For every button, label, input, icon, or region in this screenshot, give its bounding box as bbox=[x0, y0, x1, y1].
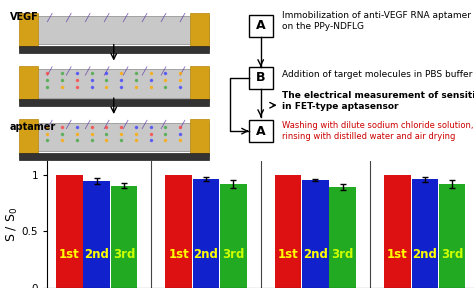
Text: B: B bbox=[256, 71, 265, 84]
FancyBboxPatch shape bbox=[19, 120, 38, 154]
Text: 1st: 1st bbox=[387, 248, 408, 261]
Text: 3rd: 3rd bbox=[331, 248, 354, 261]
Text: A: A bbox=[256, 125, 265, 138]
Text: 1st: 1st bbox=[168, 248, 189, 261]
Bar bbox=[83, 181, 110, 288]
Text: 3rd: 3rd bbox=[441, 248, 463, 261]
FancyBboxPatch shape bbox=[19, 12, 38, 48]
Text: A: A bbox=[256, 19, 265, 32]
Bar bbox=[111, 185, 137, 288]
Bar bbox=[165, 175, 192, 288]
Text: Immobilization of anti-VEGF RNA aptamer
on the PPy-NDFLG: Immobilization of anti-VEGF RNA aptamer … bbox=[282, 11, 471, 31]
Text: 2nd: 2nd bbox=[303, 248, 328, 261]
FancyBboxPatch shape bbox=[19, 153, 209, 160]
FancyBboxPatch shape bbox=[190, 12, 209, 48]
Text: The electrical measurement of sensitivity
in FET-type aptasensor: The electrical measurement of sensitivit… bbox=[282, 91, 474, 111]
Text: Washing with dilute sodium chloride solution,
rinsing with distilled water and a: Washing with dilute sodium chloride solu… bbox=[282, 122, 474, 141]
FancyBboxPatch shape bbox=[249, 120, 273, 142]
FancyBboxPatch shape bbox=[19, 46, 209, 53]
Text: 3rd: 3rd bbox=[222, 248, 245, 261]
Bar bbox=[302, 180, 328, 288]
Bar bbox=[329, 187, 356, 288]
Bar bbox=[193, 179, 219, 288]
Text: 2nd: 2nd bbox=[193, 248, 219, 261]
Bar bbox=[220, 184, 246, 288]
Bar bbox=[56, 175, 82, 288]
Text: 3rd: 3rd bbox=[113, 248, 135, 261]
FancyBboxPatch shape bbox=[249, 15, 273, 37]
Text: VEGF: VEGF bbox=[9, 12, 38, 22]
Bar bbox=[384, 175, 410, 288]
Text: 1st: 1st bbox=[278, 248, 299, 261]
FancyBboxPatch shape bbox=[19, 66, 38, 101]
FancyBboxPatch shape bbox=[19, 99, 209, 106]
Text: 2nd: 2nd bbox=[412, 248, 437, 261]
Text: aptamer: aptamer bbox=[9, 122, 56, 132]
Text: Addition of target molecules in PBS buffer: Addition of target molecules in PBS buff… bbox=[282, 70, 473, 79]
FancyBboxPatch shape bbox=[249, 67, 273, 88]
FancyBboxPatch shape bbox=[28, 69, 209, 98]
Text: 1st: 1st bbox=[59, 248, 80, 261]
Y-axis label: S / S$_0$: S / S$_0$ bbox=[5, 207, 20, 242]
Text: 2nd: 2nd bbox=[84, 248, 109, 261]
Bar bbox=[411, 179, 438, 288]
FancyBboxPatch shape bbox=[28, 16, 209, 44]
FancyBboxPatch shape bbox=[190, 120, 209, 154]
Bar bbox=[439, 184, 465, 288]
FancyBboxPatch shape bbox=[190, 66, 209, 101]
Bar bbox=[275, 175, 301, 288]
FancyBboxPatch shape bbox=[28, 123, 209, 151]
